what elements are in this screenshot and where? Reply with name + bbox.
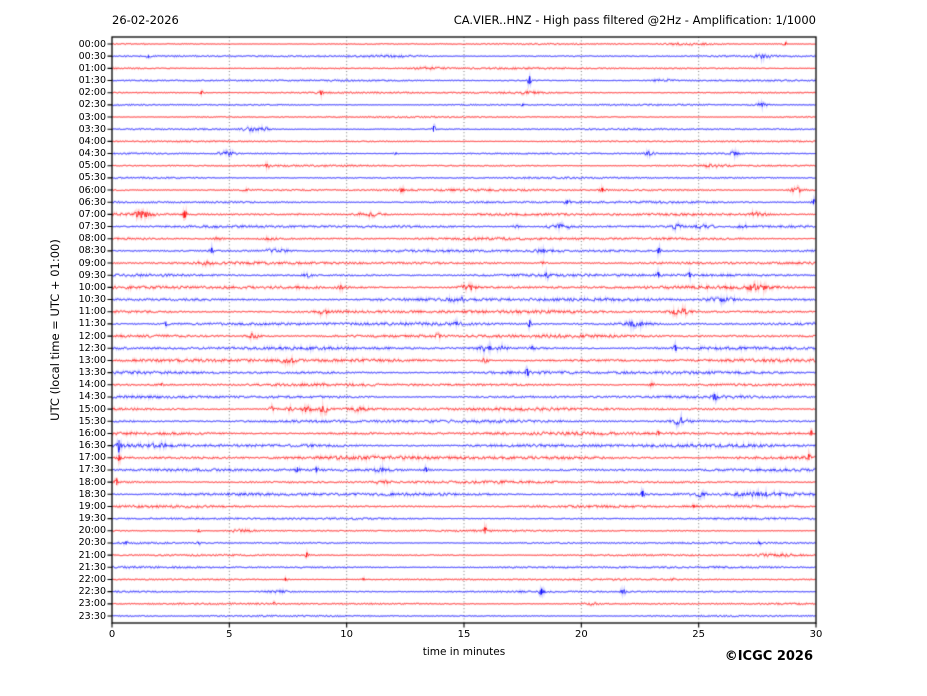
y-tick-label: 00:30 xyxy=(78,50,106,62)
y-tick-label: 10:00 xyxy=(78,281,106,293)
y-tick-label: 09:00 xyxy=(78,257,106,269)
y-tick-label: 03:30 xyxy=(78,123,106,135)
x-tick-label: 5 xyxy=(226,629,233,640)
y-tick-label: 04:00 xyxy=(78,135,106,147)
y-tick-label: 14:00 xyxy=(78,379,106,391)
x-tick-label: 20 xyxy=(574,629,588,640)
y-tick-label: 21:00 xyxy=(78,549,106,561)
x-axis-label: time in minutes xyxy=(422,646,506,658)
y-tick-label: 14:30 xyxy=(78,391,106,403)
y-tick-label: 16:30 xyxy=(78,440,106,452)
y-tick-label: 13:00 xyxy=(78,354,106,366)
y-tick-label: 00:00 xyxy=(78,38,106,50)
x-tick-label: 30 xyxy=(809,629,823,640)
y-tick-label: 19:30 xyxy=(78,513,106,525)
y-tick-label: 20:30 xyxy=(78,537,106,549)
y-tick-label: 19:00 xyxy=(78,500,106,512)
y-tick-label: 02:30 xyxy=(78,99,106,111)
y-tick-label: 18:00 xyxy=(78,476,106,488)
y-tick-label: 03:00 xyxy=(78,111,106,123)
y-tick-label: 08:30 xyxy=(78,245,106,257)
y-tick-label: 23:30 xyxy=(78,610,106,622)
y-tick-label: 17:30 xyxy=(78,464,106,476)
y-tick-label: 11:30 xyxy=(78,318,106,330)
y-tick-label: 17:00 xyxy=(78,452,106,464)
y-tick-label: 11:00 xyxy=(78,306,106,318)
y-tick-label: 20:00 xyxy=(78,525,106,537)
y-tick-label: 05:30 xyxy=(78,172,106,184)
y-tick-label: 09:30 xyxy=(78,269,106,281)
y-tick-label: 02:00 xyxy=(78,87,106,99)
y-tick-label: 15:30 xyxy=(78,415,106,427)
x-tick-label: 25 xyxy=(692,629,706,640)
y-tick-label: 07:30 xyxy=(78,221,106,233)
y-tick-label: 22:30 xyxy=(78,586,106,598)
y-tick-label: 21:30 xyxy=(78,561,106,573)
copyright-text: ©ICGC 2026 xyxy=(724,649,813,664)
y-tick-label: 04:30 xyxy=(78,148,106,160)
y-tick-label: 06:30 xyxy=(78,196,106,208)
y-tick-label: 23:00 xyxy=(78,598,106,610)
x-tick-label: 0 xyxy=(108,629,116,640)
y-tick-label: 16:00 xyxy=(78,427,106,439)
station-title: CA.VIER..HNZ - High pass filtered @2Hz -… xyxy=(453,13,816,27)
y-tick-label: 15:00 xyxy=(78,403,106,415)
y-tick-label: 22:00 xyxy=(78,573,106,585)
y-tick-label: 06:00 xyxy=(78,184,106,196)
y-tick-label: 01:30 xyxy=(78,75,106,86)
y-tick-label: 18:30 xyxy=(78,488,106,500)
y-tick-label: 07:00 xyxy=(78,208,106,220)
y-tick-label: 08:00 xyxy=(78,233,106,245)
y-tick-label: 12:30 xyxy=(78,342,106,354)
date-title: 26-02-2026 xyxy=(112,13,179,27)
y-tick-label: 10:30 xyxy=(78,294,106,306)
y-tick-label: 13:30 xyxy=(78,367,106,379)
y-tick-label: 05:00 xyxy=(78,160,106,172)
x-tick-label: 15 xyxy=(457,629,471,640)
y-tick-label: 01:00 xyxy=(78,62,106,74)
x-tick-label: 10 xyxy=(340,629,354,640)
y-tick-label: 12:00 xyxy=(78,330,106,342)
